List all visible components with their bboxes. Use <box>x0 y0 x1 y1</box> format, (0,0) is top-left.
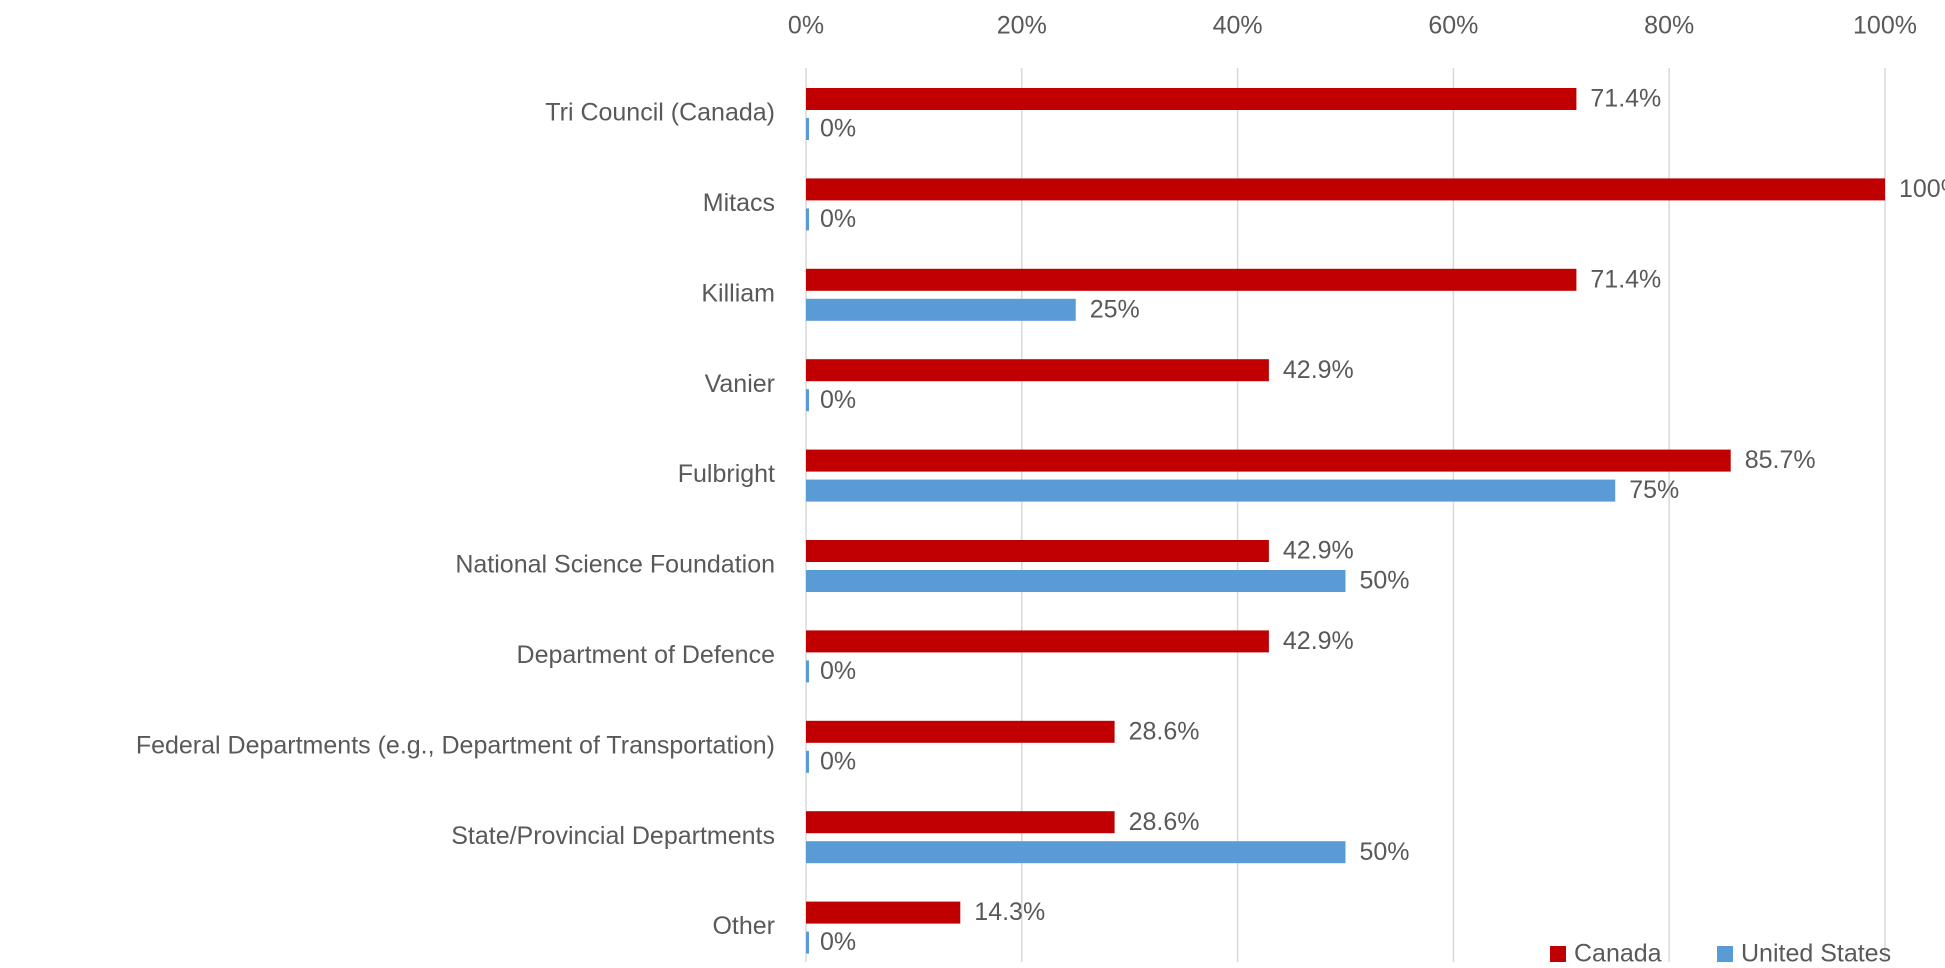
data-label: 25% <box>1090 295 1140 323</box>
bar <box>806 88 1577 110</box>
bar <box>806 268 1577 291</box>
bar <box>806 389 809 412</box>
data-label: 75% <box>1629 476 1679 504</box>
data-label: 42.9% <box>1283 356 1354 384</box>
legend-swatch <box>1717 946 1733 962</box>
data-label: 50% <box>1360 567 1410 595</box>
data-label: 28.6% <box>1129 717 1200 745</box>
bar <box>806 178 1885 201</box>
data-label: 0% <box>820 205 856 233</box>
bar <box>806 811 1115 834</box>
data-label: 0% <box>820 386 856 414</box>
data-label: 0% <box>820 657 856 685</box>
data-label: 71.4% <box>1590 265 1661 293</box>
data-label: 0% <box>820 928 856 956</box>
legend-swatch <box>1550 946 1566 962</box>
bar <box>806 841 1346 864</box>
y-tick-label: Mitacs <box>703 189 775 217</box>
data-label: 14.3% <box>974 898 1045 926</box>
bar <box>806 570 1346 592</box>
bar <box>806 540 1269 562</box>
data-label: 42.9% <box>1283 627 1354 655</box>
bar <box>806 118 809 140</box>
x-tick-label: 20% <box>997 12 1047 40</box>
x-tick-label: 80% <box>1644 12 1694 40</box>
bar <box>806 720 1115 743</box>
y-tick-label: Department of Defence <box>517 641 775 669</box>
x-tick-label: 40% <box>1213 12 1263 40</box>
bar <box>806 901 961 924</box>
y-tick-label: Killiam <box>701 279 775 307</box>
x-tick-label: 0% <box>788 12 824 40</box>
bar <box>806 931 809 954</box>
bar <box>806 449 1731 472</box>
y-tick-label: Fulbright <box>678 460 775 488</box>
y-tick-label: Vanier <box>705 370 775 398</box>
bar <box>806 298 1076 321</box>
y-tick-label: Tri Council (Canada) <box>545 99 775 127</box>
y-tick-label: State/Provincial Departments <box>451 822 775 850</box>
y-tick-label: Other <box>712 912 775 940</box>
y-tick-label: Federal Departments (e.g., Department of… <box>136 731 775 759</box>
data-label: 0% <box>820 115 856 143</box>
bar <box>806 750 809 773</box>
data-label: 28.6% <box>1129 808 1200 836</box>
data-label: 85.7% <box>1745 446 1816 474</box>
y-tick-label: National Science Foundation <box>455 551 775 579</box>
legend-label: United States <box>1741 940 1891 968</box>
data-label: 42.9% <box>1283 537 1354 565</box>
x-tick-label: 100% <box>1853 12 1917 40</box>
data-label: 50% <box>1360 838 1410 866</box>
data-label: 100% <box>1899 175 1945 203</box>
bar <box>806 630 1269 653</box>
legend-label: Canada <box>1574 940 1662 968</box>
x-tick-label: 60% <box>1428 12 1478 40</box>
data-label: 0% <box>820 747 856 775</box>
data-label: 71.4% <box>1590 85 1661 113</box>
bar <box>806 479 1616 502</box>
bar <box>806 208 809 231</box>
bar <box>806 359 1269 382</box>
bar <box>806 660 809 683</box>
